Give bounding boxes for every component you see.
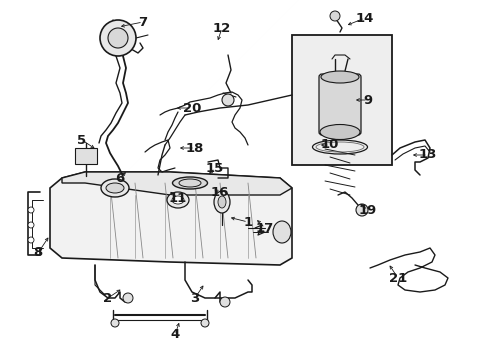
Circle shape [201, 319, 208, 327]
Circle shape [28, 207, 34, 213]
Ellipse shape [172, 196, 183, 204]
Circle shape [222, 94, 234, 106]
Circle shape [355, 204, 367, 216]
Text: 2: 2 [103, 292, 112, 305]
Text: 13: 13 [418, 148, 436, 162]
Circle shape [28, 237, 34, 243]
Ellipse shape [214, 191, 229, 213]
Circle shape [100, 20, 136, 56]
Circle shape [28, 222, 34, 228]
Text: 1: 1 [243, 216, 252, 229]
FancyBboxPatch shape [318, 74, 360, 135]
Ellipse shape [167, 192, 189, 208]
Ellipse shape [218, 196, 225, 208]
Circle shape [329, 11, 339, 21]
Text: 7: 7 [138, 15, 147, 28]
Text: 12: 12 [212, 22, 231, 35]
Text: 10: 10 [320, 139, 339, 152]
Polygon shape [50, 172, 291, 265]
Text: 21: 21 [388, 271, 407, 284]
Text: 16: 16 [210, 186, 229, 199]
Ellipse shape [172, 177, 207, 189]
Bar [75, 148, 97, 164]
Text: 20: 20 [183, 102, 201, 114]
Text: 6: 6 [115, 171, 124, 184]
Text: 11: 11 [168, 192, 187, 204]
Ellipse shape [106, 183, 124, 193]
Text: 8: 8 [33, 247, 42, 260]
Text: 3: 3 [190, 292, 199, 305]
Text: 17: 17 [255, 221, 274, 234]
Bar [291, 35, 391, 165]
Ellipse shape [101, 179, 129, 197]
Ellipse shape [272, 221, 290, 243]
Text: 9: 9 [363, 94, 372, 107]
Text: 14: 14 [355, 12, 373, 24]
Text: 4: 4 [170, 328, 179, 342]
Text: 5: 5 [77, 134, 86, 147]
Ellipse shape [320, 71, 358, 83]
Text: 18: 18 [185, 141, 204, 154]
Text: 19: 19 [358, 203, 376, 216]
Text: 15: 15 [205, 162, 224, 175]
Polygon shape [62, 172, 291, 195]
Circle shape [108, 28, 128, 48]
Circle shape [220, 297, 229, 307]
Circle shape [123, 293, 133, 303]
Ellipse shape [319, 125, 359, 139]
Circle shape [111, 319, 119, 327]
